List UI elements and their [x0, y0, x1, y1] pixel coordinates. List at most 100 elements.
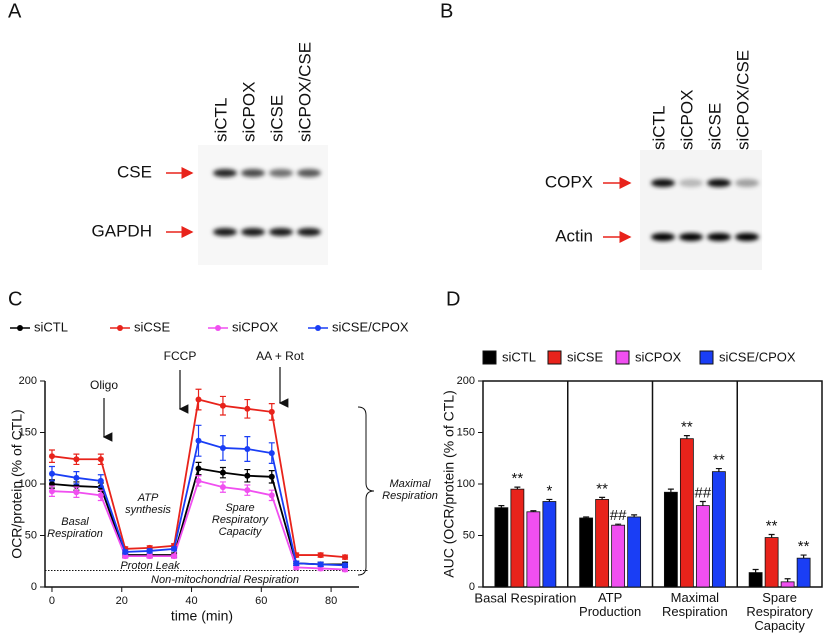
y-tick-label: 0: [469, 581, 475, 593]
y-axis-title: AUC (OCR/protein (% of CTL): [441, 390, 457, 577]
error-bar: [768, 533, 775, 538]
error-bar: [530, 510, 537, 512]
y-tick-label: 200: [457, 375, 475, 387]
point: [171, 553, 178, 560]
legend-swatch: [547, 350, 562, 365]
point: [97, 477, 104, 484]
error-bar: [498, 505, 505, 508]
lane-label: siCPOX/CSE: [295, 42, 314, 142]
band: [679, 179, 703, 187]
bar: [711, 471, 726, 588]
bar: [611, 524, 626, 588]
significance: **: [681, 419, 693, 436]
point: [48, 453, 55, 460]
point: [317, 552, 324, 559]
error-bar: [683, 434, 690, 439]
lane-label: siCTL: [211, 98, 230, 142]
y-tick-label: 100: [19, 478, 37, 490]
lane-label: siCPOX: [239, 82, 258, 142]
error-bar: [546, 498, 553, 502]
legend-label: siCSE/CPOX: [332, 319, 409, 334]
legend-swatch: [215, 325, 221, 331]
point: [97, 492, 104, 499]
legend-label: siCSE/CPOX: [719, 349, 796, 364]
y-tick-label: 200: [19, 375, 37, 387]
lane-label: siCSE: [267, 95, 286, 142]
band: [213, 169, 237, 177]
bar: [579, 517, 594, 588]
bracket: [357, 406, 375, 576]
point: [171, 545, 178, 552]
point: [244, 472, 251, 479]
y-tick-label: 100: [457, 478, 475, 490]
significance: **: [798, 538, 810, 555]
significance: ##: [695, 484, 712, 501]
band: [297, 169, 321, 177]
error-bar: [583, 516, 590, 518]
legend-swatch: [482, 350, 497, 365]
point: [244, 487, 251, 494]
y-tick-label: 150: [19, 426, 37, 438]
band: [735, 233, 759, 241]
error-bar: [667, 488, 674, 493]
point: [342, 554, 349, 561]
point: [219, 444, 226, 451]
x-tick-label: Basal Respiration: [474, 590, 576, 605]
row-label: CSE: [117, 162, 152, 181]
x-tick-label: 20: [116, 595, 128, 607]
point: [48, 470, 55, 477]
band: [241, 169, 265, 177]
annotation: AA + Rot: [256, 349, 304, 363]
point: [244, 445, 251, 452]
annotation: Non-mitochondrial Respiration: [151, 574, 299, 586]
lane-label: siCPOX: [677, 90, 696, 150]
y-tick-label: 150: [457, 426, 475, 438]
x-tick-label: ATP Production: [579, 590, 641, 619]
point: [122, 548, 129, 555]
bar: [542, 501, 557, 588]
x-tick-label: Spare Respiratory Capacity: [746, 590, 813, 633]
point: [146, 553, 153, 560]
panel-label: A: [8, 0, 22, 22]
band: [269, 169, 293, 177]
significance: **: [766, 517, 778, 534]
point: [268, 473, 275, 480]
lane-label: siCTL: [649, 106, 668, 150]
point: [317, 561, 324, 568]
point: [268, 492, 275, 499]
point: [73, 456, 80, 463]
bar: [764, 537, 779, 588]
x-tick-label: 80: [325, 595, 337, 607]
point: [219, 484, 226, 491]
point: [146, 547, 153, 554]
panel-label: B: [440, 0, 453, 22]
annotation: Basal Respiration: [47, 516, 103, 540]
panel-label: C: [8, 288, 22, 310]
point: [342, 562, 349, 569]
significance: ##: [610, 507, 627, 524]
annotation: FCCP: [164, 349, 197, 363]
error-bar: [784, 578, 791, 582]
error-bar: [715, 467, 722, 472]
point: [219, 402, 226, 409]
lane-label: siCSE: [705, 103, 724, 150]
annotation: Spare Respiratory Capacity: [212, 502, 270, 538]
point: [293, 560, 300, 567]
point: [268, 408, 275, 415]
legend-swatch: [17, 325, 23, 331]
annotation: ATP synthesis: [125, 492, 171, 516]
band: [213, 228, 237, 236]
annotation: Oligo: [90, 378, 118, 392]
axis: [44, 381, 359, 588]
legend-label: siCSE: [134, 319, 170, 334]
annotation: Proton Leak: [120, 560, 180, 572]
point: [195, 396, 202, 403]
error-bar: [699, 500, 706, 506]
bar: [663, 491, 678, 588]
band: [297, 228, 321, 236]
point: [244, 405, 251, 412]
row-label: Actin: [555, 226, 593, 245]
band: [679, 233, 703, 241]
bar: [748, 572, 763, 588]
